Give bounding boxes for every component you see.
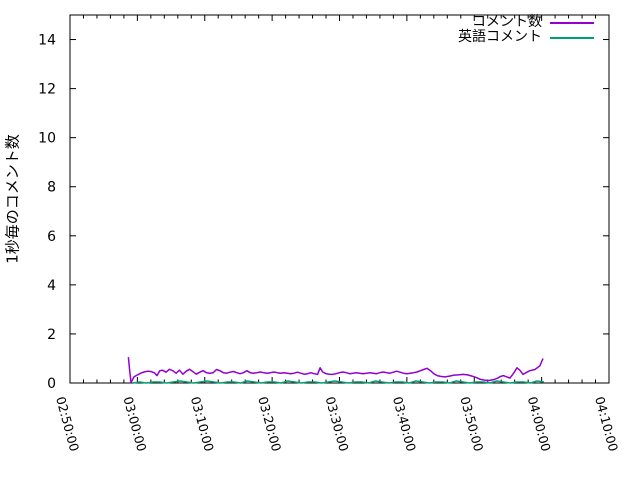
legend-line-english: [550, 36, 594, 39]
y-tick-label: 10: [38, 131, 56, 147]
y-tick-label: 6: [47, 229, 56, 245]
legend-line-comments: [550, 21, 594, 24]
legend: コメント数 英語コメント: [458, 15, 594, 45]
x-tick-label: 04:10:00: [592, 395, 621, 453]
y-tick-label: 14: [38, 33, 56, 49]
x-tick-label: 03:30:00: [323, 395, 352, 453]
series-line-comments: [127, 357, 544, 384]
plot-border: [69, 14, 610, 384]
y-tick-label: 8: [47, 180, 56, 196]
y-tick-label: 0: [47, 376, 56, 392]
x-tick-label: 03:10:00: [188, 395, 217, 453]
legend-entry-comments: コメント数: [458, 15, 594, 30]
x-tick-label: 04:00:00: [525, 395, 554, 453]
y-tick-label: 12: [38, 82, 56, 98]
legend-label-english: 英語コメント: [458, 29, 542, 45]
series-line-english: [132, 380, 545, 384]
x-tick-label: 03:40:00: [390, 395, 419, 453]
x-tick-label: 03:50:00: [457, 395, 486, 453]
y-tick-label: 4: [47, 278, 56, 294]
legend-label-comments: コメント数: [472, 14, 542, 30]
y-axis-title: 1秒毎のコメント数: [3, 134, 22, 264]
x-tick-label: 03:20:00: [255, 395, 284, 453]
x-tick-label: 03:00:00: [120, 395, 149, 453]
y-tick-label: 2: [47, 327, 56, 343]
x-tick-label: 02:50:00: [53, 395, 82, 453]
legend-entry-english: 英語コメント: [458, 30, 594, 45]
